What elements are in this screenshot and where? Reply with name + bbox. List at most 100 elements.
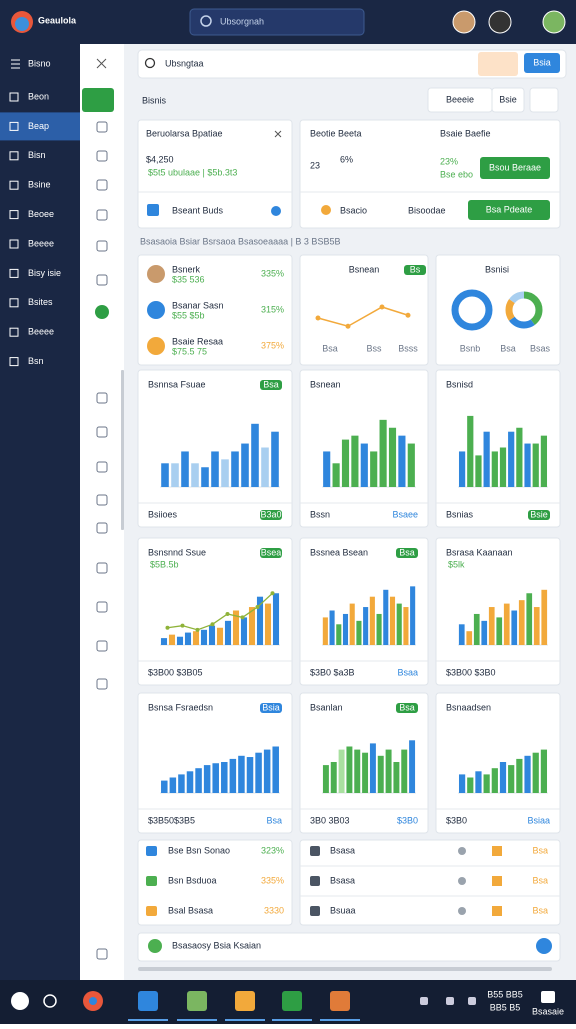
tray-icon[interactable] bbox=[446, 997, 454, 1005]
tray-icon[interactable] bbox=[420, 997, 428, 1005]
list-label[interactable]: Bsasa bbox=[330, 845, 355, 855]
rail-icon[interactable] bbox=[96, 179, 108, 191]
bar bbox=[323, 451, 331, 487]
tool-button[interactable] bbox=[478, 52, 518, 76]
list-icon bbox=[146, 846, 157, 856]
rail-icon[interactable] bbox=[96, 240, 108, 252]
bar bbox=[160, 638, 168, 645]
search-ring[interactable] bbox=[43, 994, 57, 1008]
bar bbox=[322, 617, 328, 645]
bar bbox=[200, 629, 208, 645]
app-indicator bbox=[272, 1019, 312, 1021]
taskbar-app[interactable] bbox=[187, 991, 207, 1011]
bar bbox=[475, 771, 482, 793]
search-button-label[interactable]: Bsia bbox=[533, 57, 551, 67]
header-button-label[interactable]: Beeeie bbox=[446, 94, 474, 104]
nav-item[interactable]: Beeee bbox=[28, 327, 54, 337]
list-label[interactable]: Bse Bsn Sonao bbox=[168, 845, 230, 855]
avatar[interactable] bbox=[488, 10, 512, 34]
avatar bbox=[147, 265, 165, 283]
list-label[interactable]: Bsal Bsasa bbox=[168, 905, 213, 915]
search-button[interactable] bbox=[524, 53, 560, 73]
nav-icon bbox=[9, 210, 19, 220]
action-button[interactable] bbox=[468, 200, 550, 220]
nav-item[interactable]: Beap bbox=[28, 121, 49, 131]
list-label[interactable]: Bsasa bbox=[330, 875, 355, 885]
rail-icon[interactable] bbox=[96, 562, 108, 574]
settings-button[interactable] bbox=[529, 87, 559, 113]
rail-icon[interactable] bbox=[96, 948, 108, 960]
bar bbox=[272, 593, 280, 645]
nav-icon bbox=[9, 121, 19, 131]
taskbar-app[interactable] bbox=[330, 991, 350, 1011]
rail-icon[interactable] bbox=[96, 392, 108, 404]
nav-item[interactable]: Bsn bbox=[28, 356, 44, 366]
rail-icon[interactable] bbox=[96, 678, 108, 690]
rail-icon[interactable] bbox=[96, 494, 108, 506]
bar bbox=[511, 610, 518, 645]
bar bbox=[475, 455, 482, 487]
active-item[interactable] bbox=[0, 112, 80, 141]
nav-item[interactable]: Bsites bbox=[28, 297, 53, 307]
donut-segment bbox=[505, 291, 543, 329]
rail-icon[interactable] bbox=[96, 640, 108, 652]
action-button[interactable] bbox=[480, 157, 550, 179]
rail-icon[interactable] bbox=[96, 209, 108, 221]
nav-item[interactable]: Beeee bbox=[28, 238, 54, 248]
avatar[interactable] bbox=[542, 10, 566, 34]
rail-icon[interactable] bbox=[96, 150, 108, 162]
card-title: Bsnsnnd Ssue bbox=[148, 547, 206, 557]
nav-item[interactable]: Beon bbox=[28, 91, 49, 101]
rail-icon[interactable] bbox=[96, 601, 108, 613]
notification-icon[interactable] bbox=[541, 991, 555, 1003]
rail-icon[interactable] bbox=[96, 121, 108, 133]
taskbar-app[interactable] bbox=[138, 991, 158, 1011]
list-label[interactable]: Bsn Bsduoa bbox=[168, 875, 217, 885]
bar bbox=[329, 610, 335, 645]
rail-icon[interactable] bbox=[96, 461, 108, 473]
header-button-label[interactable]: Bsie bbox=[499, 94, 517, 104]
close-icon[interactable] bbox=[96, 58, 107, 69]
action-button-label[interactable]: Bsou Beraae bbox=[489, 162, 541, 172]
badge bbox=[396, 548, 418, 558]
nav-icon bbox=[9, 239, 19, 249]
action-button-label[interactable]: Bsa Pdeate bbox=[486, 204, 533, 214]
bar bbox=[255, 752, 262, 793]
bar bbox=[541, 589, 548, 645]
list-label[interactable]: Bsuaa bbox=[330, 905, 356, 915]
badge bbox=[528, 510, 550, 520]
bar bbox=[360, 443, 368, 487]
card-title: Bsnean bbox=[310, 379, 341, 389]
taskbar-app[interactable] bbox=[282, 991, 302, 1011]
taskbar-app[interactable] bbox=[235, 991, 255, 1011]
nav-item[interactable]: Bisn bbox=[28, 150, 46, 160]
bar bbox=[533, 607, 540, 645]
close-icon[interactable] bbox=[274, 130, 282, 138]
nav-icon bbox=[9, 268, 19, 278]
bar bbox=[518, 600, 525, 645]
nav-item[interactable]: Bisy isie bbox=[28, 268, 61, 278]
rail-icon[interactable] bbox=[96, 426, 108, 438]
nav-icon bbox=[9, 298, 19, 308]
search-bar[interactable] bbox=[137, 49, 567, 79]
rail-icon[interactable] bbox=[96, 522, 108, 534]
rail-icon[interactable] bbox=[96, 274, 108, 286]
start-button[interactable] bbox=[11, 992, 29, 1010]
tray-date: BB5 B5 bbox=[490, 1002, 521, 1012]
avatar[interactable] bbox=[452, 10, 476, 34]
bar bbox=[168, 634, 176, 645]
rail-green[interactable] bbox=[95, 305, 109, 319]
nav-item[interactable]: Bsine bbox=[28, 180, 51, 190]
bar bbox=[466, 631, 473, 645]
tray-icon[interactable] bbox=[468, 997, 476, 1005]
bar bbox=[271, 431, 279, 487]
card bbox=[435, 692, 561, 834]
nav-icon bbox=[9, 92, 19, 102]
global-search[interactable] bbox=[189, 8, 365, 36]
bar bbox=[496, 617, 503, 645]
footer-button[interactable] bbox=[536, 938, 552, 954]
rail-active[interactable] bbox=[82, 88, 114, 112]
nav-item[interactable]: Beoee bbox=[28, 209, 54, 219]
header-button[interactable] bbox=[491, 87, 525, 113]
